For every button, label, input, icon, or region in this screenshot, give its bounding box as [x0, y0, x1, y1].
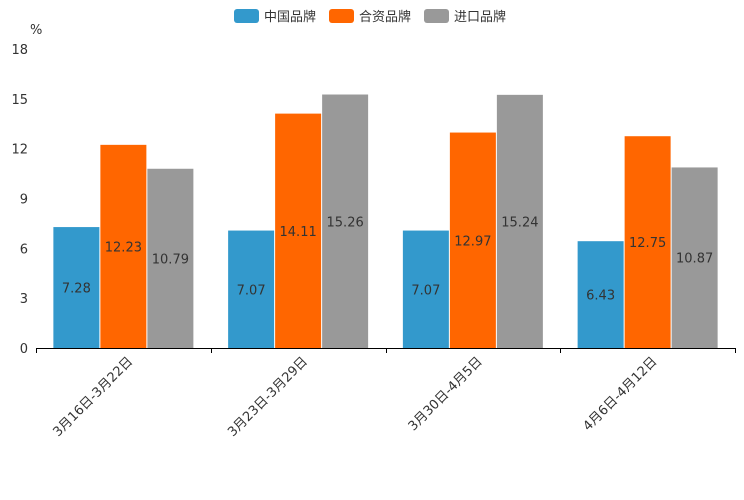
legend-swatch [329, 9, 354, 23]
bar-value-label: 7.07 [411, 283, 440, 298]
bar[interactable] [671, 167, 718, 348]
x-tick-label: 3月30日-4月5日 [406, 354, 486, 434]
bar[interactable] [402, 230, 449, 348]
x-tick-label: 3月23日-3月29日 [225, 354, 311, 440]
bar[interactable] [496, 94, 543, 348]
legend-swatch [234, 9, 259, 23]
bar[interactable] [100, 144, 147, 348]
x-tick-label: 4月6日-4月12日 [581, 354, 661, 434]
bar-value-label: 15.26 [327, 215, 364, 230]
y-tick-label: 3 [20, 292, 28, 307]
x-tick-label: 3月16日-3月22日 [50, 354, 136, 440]
legend-item-3[interactable]: 进口品牌 [424, 9, 506, 25]
bar[interactable] [322, 94, 369, 349]
legend-label: 中国品牌 [264, 9, 316, 25]
bar[interactable] [228, 230, 275, 348]
bar[interactable] [147, 168, 194, 348]
bar-value-label: 7.28 [62, 282, 91, 297]
bar-group-2: 7.07 14.11 15.26 [228, 94, 369, 349]
legend-swatch [424, 9, 449, 23]
y-tick-label: 6 [20, 242, 28, 257]
bar[interactable] [53, 227, 100, 348]
y-tick-label: 12 [11, 143, 28, 158]
bar-value-label: 10.79 [152, 252, 189, 267]
bar-group-1: 7.28 12.23 10.79 [53, 144, 194, 348]
bars: 7.28 12.23 10.79 7.07 14.11 15.26 7.07 12.97 15.… [53, 94, 718, 349]
legend-item-1[interactable]: 中国品牌 [234, 9, 316, 25]
bar-value-label: 15.24 [501, 215, 538, 230]
bar-value-label: 12.97 [454, 234, 491, 249]
bar[interactable] [275, 113, 322, 349]
y-axis: 0 3 6 9 12 15 18 [11, 43, 28, 357]
bar[interactable] [577, 241, 624, 348]
bar[interactable] [449, 132, 496, 348]
y-axis-unit-label: % [30, 23, 42, 38]
legend: 中国品牌 合资品牌 进口品牌 [234, 9, 506, 25]
bar-group-4: 6.43 12.75 10.87 [577, 136, 718, 348]
y-tick-label: 0 [20, 342, 28, 357]
bar-value-label: 10.87 [676, 252, 713, 267]
bar-value-label: 12.23 [105, 240, 142, 255]
bar-value-label: 6.43 [586, 289, 615, 304]
bar[interactable] [624, 136, 671, 348]
legend-label: 合资品牌 [359, 9, 411, 25]
bar-value-label: 7.07 [237, 283, 266, 298]
y-tick-label: 9 [20, 193, 28, 208]
x-axis: 3月16日-3月22日 3月23日-3月29日 3月30日-4月5日 4月6日-4月1… [36, 348, 736, 440]
legend-label: 进口品牌 [454, 9, 506, 25]
y-tick-label: 15 [11, 93, 28, 108]
bar-value-label: 12.75 [629, 236, 666, 251]
legend-item-2[interactable]: 合资品牌 [329, 9, 411, 25]
bar-group-3: 7.07 12.97 15.24 [402, 94, 543, 348]
y-tick-label: 18 [11, 43, 28, 58]
bar-value-label: 14.11 [280, 225, 317, 240]
